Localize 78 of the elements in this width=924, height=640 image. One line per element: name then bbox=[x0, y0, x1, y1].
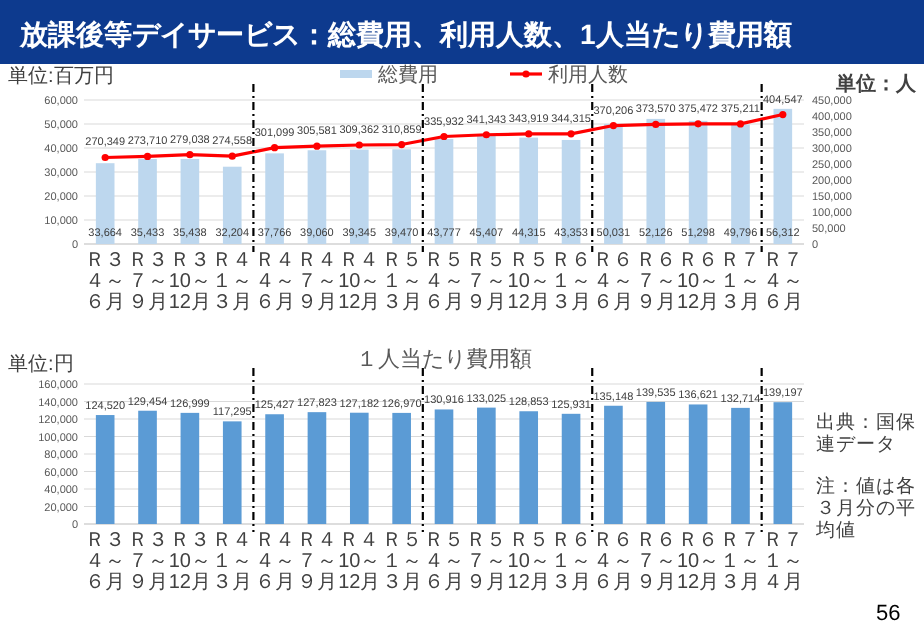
chart-title: 放課後等デイサービス：総費用、利用人数、1人当たり費用額 bbox=[18, 18, 792, 50]
x-tick-label: Ｒ５１～３月 bbox=[381, 250, 422, 314]
legend-label: 利用人数 bbox=[548, 63, 628, 87]
point bbox=[355, 141, 363, 149]
x-tick-label: Ｒ６１～３月 bbox=[551, 250, 592, 314]
bar bbox=[392, 412, 411, 524]
point bbox=[440, 132, 448, 141]
point bbox=[694, 120, 702, 128]
x-tick-label: Ｒ６10～12月 bbox=[676, 530, 720, 594]
point bbox=[567, 130, 575, 138]
point bbox=[609, 121, 618, 130]
point bbox=[186, 151, 194, 159]
x-tick-label: Ｒ４７～９月 bbox=[296, 250, 337, 314]
x-tick-label: Ｒ３７～９月 bbox=[127, 250, 168, 314]
bar bbox=[731, 407, 750, 524]
x-tick-label: Ｒ３４～６月 bbox=[85, 250, 126, 314]
point bbox=[398, 140, 406, 149]
point bbox=[482, 131, 490, 139]
point bbox=[736, 120, 745, 128]
point bbox=[525, 130, 533, 138]
bar bbox=[265, 414, 284, 524]
x-tick-label: Ｒ５７～９月 bbox=[466, 530, 507, 594]
point bbox=[652, 120, 660, 129]
x-tick-label: Ｒ４１～３月 bbox=[212, 250, 253, 314]
x-tick-label: Ｒ５７～９月 bbox=[466, 250, 507, 314]
text: 56 bbox=[876, 602, 901, 626]
x-tick-label: Ｒ６４～６月 bbox=[593, 530, 634, 594]
bar bbox=[604, 405, 623, 524]
x-tick-label: Ｒ３４～６月 bbox=[85, 530, 126, 594]
x-tick-label: Ｒ３10～12月 bbox=[168, 530, 212, 594]
x-tick-label: Ｒ４７～９月 bbox=[296, 530, 337, 594]
source-note: 出典：国保連データ bbox=[816, 410, 916, 456]
x-tick-label: Ｒ５４～６月 bbox=[424, 250, 464, 314]
chart-title: １人当たり費用額 bbox=[356, 346, 532, 372]
x-tick-label: Ｒ６７～９月 bbox=[635, 250, 676, 314]
x-tick-label: Ｒ７４～６月 bbox=[762, 250, 803, 314]
x-tick-label: Ｒ７１～４月 bbox=[762, 530, 803, 594]
bar bbox=[646, 401, 666, 524]
x-tick-label: Ｒ５１～３月 bbox=[381, 530, 422, 594]
x-tick-label: Ｒ３７～９月 bbox=[127, 530, 168, 594]
bar bbox=[307, 412, 327, 524]
x-tick-label: Ｒ７１～３月 bbox=[720, 530, 761, 594]
x-tick-label: Ｒ５４～６月 bbox=[424, 530, 464, 594]
bar bbox=[95, 415, 115, 524]
bar bbox=[519, 411, 539, 524]
point bbox=[101, 153, 109, 162]
bar bbox=[561, 413, 581, 524]
bar bbox=[688, 404, 708, 524]
x-tick-label: Ｒ６10～12月 bbox=[676, 250, 720, 314]
point bbox=[270, 144, 279, 152]
point bbox=[143, 152, 152, 161]
y2-axis-title: 単位：人 bbox=[834, 72, 918, 96]
bar bbox=[773, 402, 793, 524]
x-tick-label: Ｒ４４～６月 bbox=[254, 250, 295, 314]
x-tick-label: Ｒ４１～３月 bbox=[212, 530, 253, 594]
y-axis-title: 単位:百万円 bbox=[8, 64, 114, 88]
bar bbox=[477, 407, 496, 524]
point bbox=[313, 142, 321, 150]
x-tick-label: Ｒ７１～３月 bbox=[720, 250, 761, 314]
bar bbox=[138, 410, 157, 524]
y-axis-title: 単位:円 bbox=[8, 352, 74, 376]
x-tick-label: Ｒ５10～12月 bbox=[507, 530, 550, 594]
bar bbox=[222, 421, 242, 524]
x-tick-label: Ｒ４４～６月 bbox=[254, 530, 295, 594]
bar bbox=[434, 409, 454, 524]
x-tick-label: Ｒ３10～12月 bbox=[168, 250, 212, 314]
bar bbox=[180, 412, 200, 524]
x-tick-label: Ｒ６１～３月 bbox=[551, 530, 592, 594]
point bbox=[779, 110, 787, 119]
legend-label: 総費用 bbox=[376, 63, 438, 87]
bar bbox=[349, 412, 369, 524]
text: 注：値は各３月分の平均値 bbox=[814, 474, 916, 542]
x-tick-label: Ｒ６４～６月 bbox=[593, 250, 634, 314]
x-tick-label: Ｒ４10～12月 bbox=[338, 250, 381, 314]
x-tick-label: Ｒ６７～９月 bbox=[635, 530, 676, 594]
x-tick-label: Ｒ５10～12月 bbox=[507, 250, 550, 314]
point bbox=[228, 152, 236, 160]
x-tick-label: Ｒ４10～12月 bbox=[338, 530, 381, 594]
